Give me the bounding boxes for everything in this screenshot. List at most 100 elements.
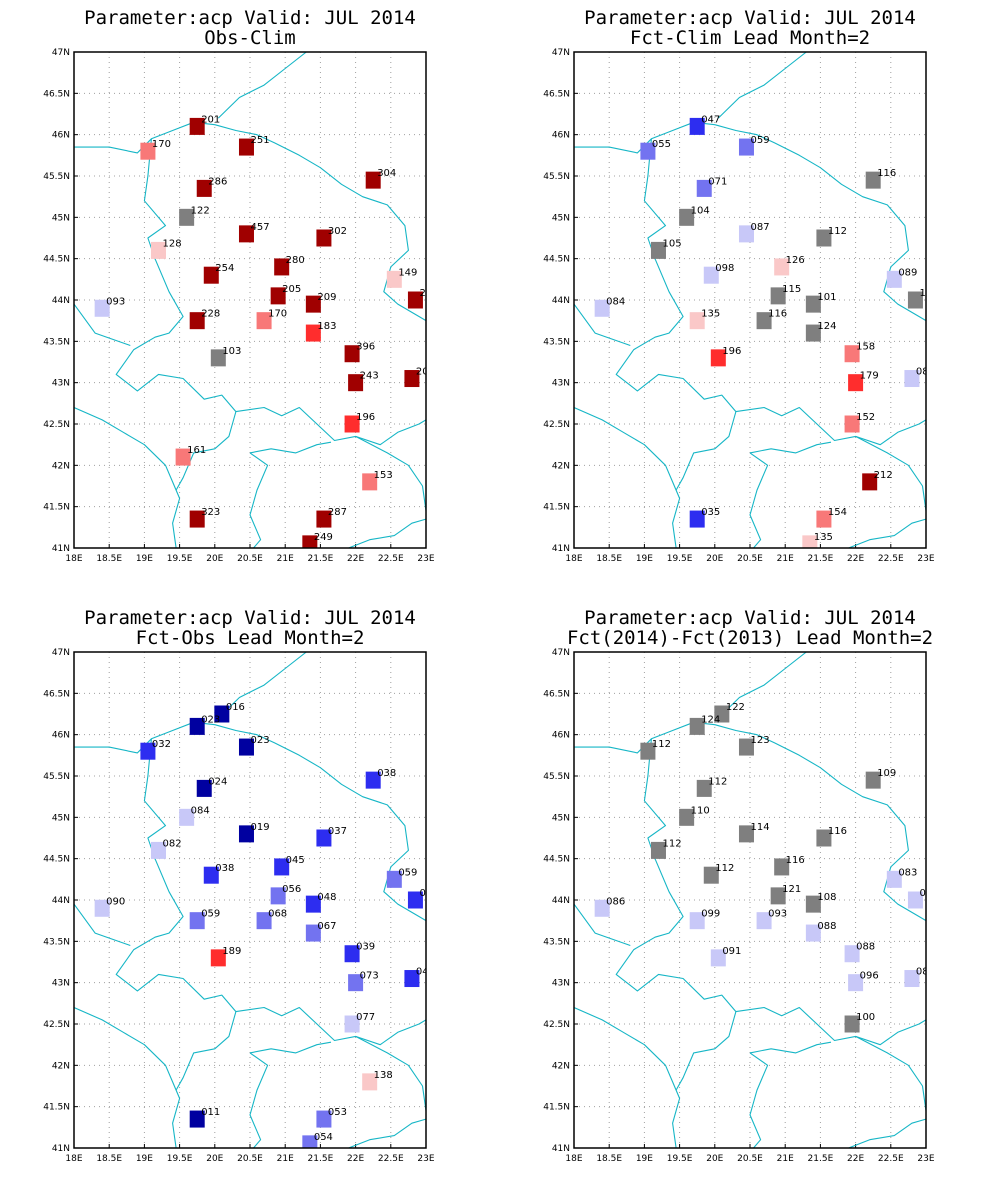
station-value-label: 135 xyxy=(701,309,720,320)
station-marker xyxy=(904,370,920,388)
station-value-label: 243 xyxy=(360,371,379,382)
station-value-label: 011 xyxy=(201,1107,220,1118)
border-line xyxy=(855,435,926,511)
lat-tick-label: 41.5N xyxy=(43,503,70,513)
station-marker xyxy=(738,138,754,156)
station-marker xyxy=(189,510,205,528)
lat-tick-label: 42.5N xyxy=(43,420,70,430)
station-marker xyxy=(256,312,272,330)
station-value-label: 116 xyxy=(768,309,787,320)
station-marker xyxy=(386,270,402,288)
panel-subtitle: Fct-Clim Lead Month=2 xyxy=(630,27,870,49)
station-value-label: 059 xyxy=(201,909,220,920)
lon-tick-label: 23E xyxy=(917,1154,934,1164)
station-marker xyxy=(189,1110,205,1128)
station-value-label: 088 xyxy=(817,921,836,932)
station-value-label: 099 xyxy=(701,909,720,920)
station-marker xyxy=(386,870,402,888)
station-value-label: 042 xyxy=(416,967,435,978)
station-value-label: 085 xyxy=(916,367,935,378)
station-value-label: 200 xyxy=(416,367,435,378)
lon-tick-label: 20.5E xyxy=(737,1154,763,1164)
station-marker xyxy=(738,738,754,756)
lat-tick-label: 47N xyxy=(52,648,70,658)
station-value-label: 457 xyxy=(250,222,269,233)
station-value-label: 024 xyxy=(208,776,227,787)
panel-title: Parameter:acp Valid: JUL 2014 xyxy=(84,7,416,29)
border-line xyxy=(249,452,269,548)
station-value-label: 304 xyxy=(377,168,396,179)
lat-tick-label: 44N xyxy=(552,896,570,906)
station-value-label: 153 xyxy=(374,470,393,481)
lon-tick-label: 20.5E xyxy=(237,554,263,564)
station-marker xyxy=(407,291,423,309)
lon-tick-label: 18.5E xyxy=(596,1154,622,1164)
station-marker xyxy=(270,287,286,305)
lon-tick-label: 21.5E xyxy=(808,554,834,564)
station-marker xyxy=(738,825,754,843)
map-frame xyxy=(573,51,927,549)
station-value-label: 059 xyxy=(750,135,769,146)
border-line xyxy=(574,1006,681,1148)
border-line xyxy=(74,303,131,347)
station-marker xyxy=(140,142,156,160)
station-marker xyxy=(274,858,290,876)
station-value-label: 059 xyxy=(398,867,417,878)
lon-tick-label: 22E xyxy=(347,554,364,564)
station-value-label: 071 xyxy=(708,176,727,187)
lon-tick-label: 18.5E xyxy=(96,1154,122,1164)
station-value-label: 087 xyxy=(750,222,769,233)
station-value-label: 112 xyxy=(715,863,734,874)
lon-tick-label: 20E xyxy=(706,554,723,564)
border-line xyxy=(348,1118,426,1148)
lat-tick-label: 42.5N xyxy=(543,420,570,430)
station-marker xyxy=(305,924,321,942)
station-value-label: 149 xyxy=(398,267,417,278)
station-marker xyxy=(189,912,205,930)
station-marker xyxy=(238,225,254,243)
station-marker xyxy=(256,912,272,930)
station-marker xyxy=(816,229,832,247)
border-line xyxy=(217,652,307,719)
border-line xyxy=(749,441,832,454)
station-value-label: 037 xyxy=(328,826,347,837)
station-value-label: 104 xyxy=(691,205,710,216)
lon-tick-label: 22.5E xyxy=(378,1154,404,1164)
border-line xyxy=(717,652,807,719)
station-value-label: 196 xyxy=(356,412,375,423)
lon-tick-label: 19E xyxy=(136,554,153,564)
lat-tick-label: 46N xyxy=(552,731,570,741)
station-marker xyxy=(774,258,790,276)
lat-tick-label: 41N xyxy=(552,544,570,554)
lat-tick-label: 42N xyxy=(52,461,70,471)
lon-tick-label: 21.5E xyxy=(308,554,334,564)
lat-tick-label: 46.5N xyxy=(543,689,570,699)
station-marker xyxy=(907,891,923,909)
lat-tick-label: 44.5N xyxy=(43,855,70,865)
lon-tick-label: 18.5E xyxy=(596,554,622,564)
station-marker xyxy=(770,887,786,905)
station-value-label: 084 xyxy=(606,296,625,307)
lat-tick-label: 44N xyxy=(52,296,70,306)
border-line xyxy=(74,406,181,548)
station-marker xyxy=(848,974,864,992)
station-marker xyxy=(886,870,902,888)
station-value-label: 112 xyxy=(708,776,727,787)
map-layer: 201 170 251 286 304 122 457 302 128 280 254 149 205 2… xyxy=(74,52,435,548)
lat-tick-label: 46N xyxy=(552,131,570,141)
station-value-label: 038 xyxy=(377,768,396,779)
lat-tick-label: 42N xyxy=(52,1061,70,1071)
station-value-label: 096 xyxy=(860,971,879,982)
lon-tick-label: 18E xyxy=(565,1154,582,1164)
station-value-label: 108 xyxy=(817,892,836,903)
lat-tick-label: 43.5N xyxy=(43,337,70,347)
border-line xyxy=(355,1035,426,1111)
lon-tick-label: 19.5E xyxy=(667,1154,693,1164)
station-marker xyxy=(844,415,860,433)
panel-title: Parameter:acp Valid: JUL 2014 xyxy=(584,607,916,629)
station-marker xyxy=(344,1015,360,1033)
station-value-label: 073 xyxy=(360,971,379,982)
station-marker xyxy=(844,1015,860,1033)
